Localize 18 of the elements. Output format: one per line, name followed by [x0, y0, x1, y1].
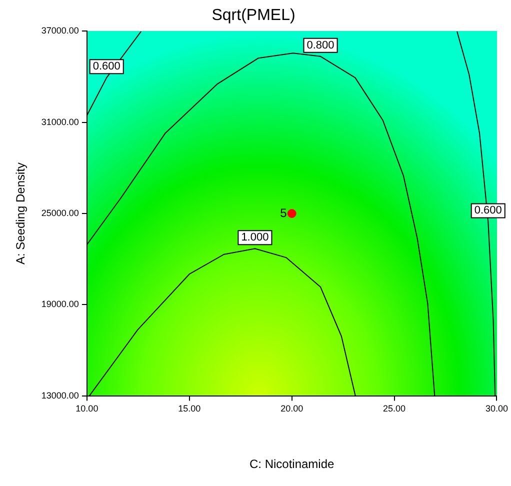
x-tick-label: 10.00	[76, 404, 98, 414]
series-label: 0.800	[306, 39, 334, 52]
series-label: 1.000	[241, 232, 269, 244]
y-tick-label: 25000.00	[41, 208, 79, 218]
y-tick-label: 19000.00	[41, 299, 79, 310]
y-tick-label: 37000.00	[41, 26, 79, 36]
y-tick-label: 13000.00	[41, 390, 79, 400]
x-tick-label: 30.00	[485, 404, 508, 414]
series-label: 0.600	[92, 60, 120, 73]
y-tick-label: 31000.00	[41, 116, 79, 127]
x-tick-label: 15.00	[178, 404, 201, 414]
x-tick-label: 25.00	[383, 404, 406, 414]
chart-title: Sqrt(PMEL)	[212, 7, 296, 24]
y-axis-title: A: Seeding Density	[14, 162, 28, 265]
x-tick-label: 20.00	[280, 404, 304, 414]
series-label: 0.600	[474, 204, 502, 217]
x-axis-title: C: Nicotinamide	[249, 457, 335, 472]
annotation: 5	[280, 206, 288, 220]
